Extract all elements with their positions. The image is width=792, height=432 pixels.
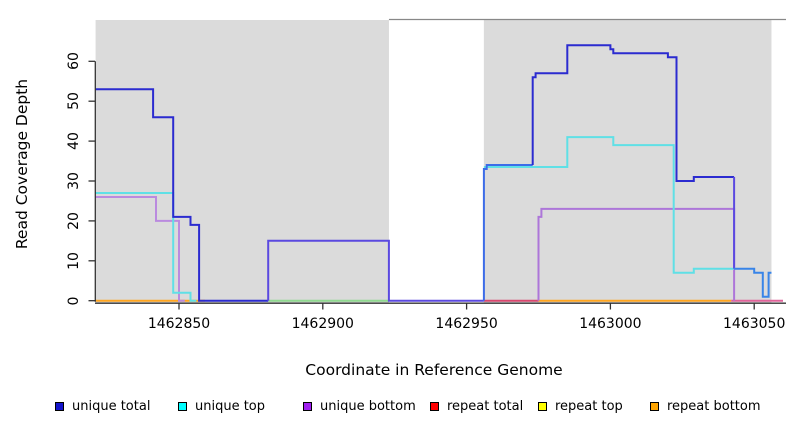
x-tick-label-1463050: 1463050 xyxy=(723,316,786,332)
coverage-gap-band xyxy=(388,19,484,303)
legend-item-repeat-total: repeat total xyxy=(430,398,524,414)
series-unique-top-path-0 xyxy=(95,192,197,302)
legend-label: repeat total xyxy=(447,398,524,414)
legend-item-repeat-bottom: repeat bottom xyxy=(650,398,761,414)
legend-item-unique-top: unique top xyxy=(178,398,266,414)
y-tick-label-30: 30 xyxy=(66,172,82,190)
y-tick-label-0: 0 xyxy=(66,296,82,306)
x-tick-label-1462950: 1462950 xyxy=(435,316,498,332)
legend-swatch-repeat-top xyxy=(538,401,547,411)
legend-item-unique-bottom: unique bottom xyxy=(303,398,416,414)
x-axis-title: Coordinate in Reference Genome xyxy=(305,361,563,379)
series-unique-total-path-0 xyxy=(95,88,269,302)
legend-item-repeat-top: repeat top xyxy=(538,398,623,414)
legend-label: unique top xyxy=(195,398,266,414)
legend-label: unique total xyxy=(72,398,151,414)
series-unique-bottom-path-0 xyxy=(95,196,185,302)
legend-label: unique bottom xyxy=(320,398,416,414)
x-tick-label-1462900: 1462900 xyxy=(291,316,354,332)
x-tick-label-1462850: 1462850 xyxy=(147,316,211,332)
y-tick-label-20: 20 xyxy=(66,211,82,230)
legend-swatch-unique-total xyxy=(55,401,64,411)
legend-swatch-repeat-total xyxy=(430,401,439,411)
series-unique-top-path-1 xyxy=(483,136,735,274)
series-unique-total-path-5 xyxy=(734,267,772,298)
y-tick-label-40: 40 xyxy=(66,132,82,151)
y-axis-title: Read Coverage Depth xyxy=(13,78,31,250)
legend-label: repeat bottom xyxy=(667,398,761,414)
legend-item-unique-total: unique total xyxy=(55,398,151,414)
y-tick-label-10: 10 xyxy=(66,251,82,270)
series-unique-total-path-1 xyxy=(267,239,484,302)
legend-swatch-unique-bottom xyxy=(303,401,312,411)
series-unique-total-path-3 xyxy=(531,44,735,182)
series-unique-total-path-2 xyxy=(482,164,533,301)
legend-swatch-unique-top xyxy=(178,401,187,411)
x-tick-label-1463000: 1463000 xyxy=(579,316,642,332)
y-tick-label-50: 50 xyxy=(66,92,82,111)
legend-label: repeat top xyxy=(555,398,623,414)
y-tick-label-60: 60 xyxy=(66,52,82,71)
legend-swatch-repeat-bottom xyxy=(650,401,659,411)
